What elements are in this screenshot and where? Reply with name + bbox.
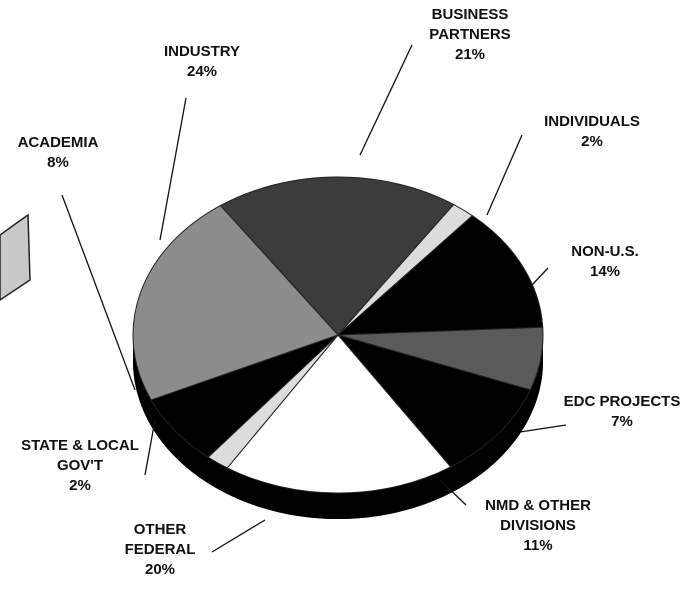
leader-line: [144, 419, 156, 476]
pie-slice: [226, 334, 452, 494]
slice-value-label: 2%: [69, 477, 91, 494]
slice-label: EDC PROJECTS: [563, 393, 680, 410]
slice-value-label: 20%: [144, 561, 176, 578]
leader-line: [531, 267, 549, 286]
leader-line: [486, 134, 523, 216]
slice-value-label: 21%: [454, 46, 486, 63]
pie-slice: [219, 176, 455, 336]
arrow-decoration: [0, 213, 31, 301]
leader-line: [439, 479, 467, 506]
slice-value-label: 7%: [611, 413, 633, 430]
pie-slice: [336, 215, 544, 336]
slice-label: NMD & OTHER DIVISIONS: [485, 497, 591, 534]
pie-slice: [132, 204, 339, 401]
slice-label: INDUSTRY: [163, 43, 241, 60]
slice-label: STATE & LOCAL GOV'T: [21, 437, 139, 474]
slice-value-label: 8%: [47, 154, 69, 171]
leader-line: [519, 424, 567, 433]
slice-value-label: 14%: [589, 263, 621, 280]
slice-label: ACADEMIA: [17, 134, 99, 151]
slice-label: OTHER FEDERAL: [124, 521, 196, 558]
slice-label: NON-U.S.: [571, 243, 639, 260]
leader-line: [211, 519, 266, 553]
slice-value-label: 24%: [186, 63, 218, 80]
slice-label: BUSINESS PARTNERS: [429, 6, 511, 43]
leader-line: [61, 194, 136, 391]
pie-slice: [336, 334, 531, 468]
slice-value-label: 11%: [523, 537, 553, 554]
leader-line: [159, 97, 187, 241]
leader-line: [359, 44, 413, 156]
slice-label: INDIVIDUALS: [544, 113, 640, 130]
slice-value-label: 2%: [581, 133, 603, 150]
